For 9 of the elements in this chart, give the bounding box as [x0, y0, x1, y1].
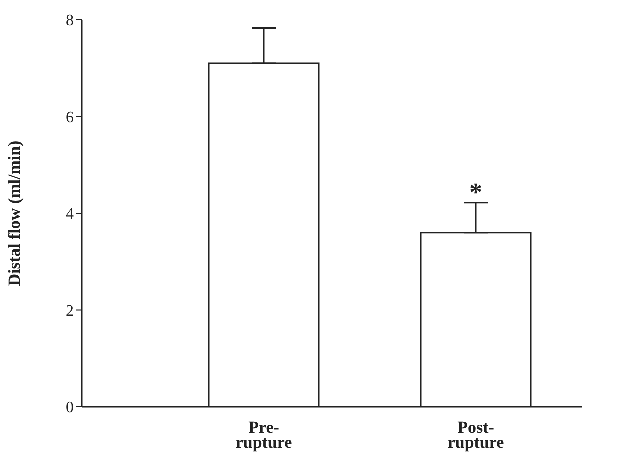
y-tick-label: 8 — [66, 12, 74, 30]
y-tick-label: 4 — [66, 206, 74, 224]
y-tick-label: 2 — [66, 302, 74, 320]
y-axis-title: Distal flow (ml/min) — [5, 140, 24, 286]
x-tick-label: Pre-rupture — [236, 418, 293, 452]
y-tick-label: 6 — [66, 109, 74, 126]
annotation: * — [470, 178, 482, 207]
x-tick-label: Post-rupture — [448, 418, 505, 452]
y-tick-label: 0 — [66, 400, 74, 417]
